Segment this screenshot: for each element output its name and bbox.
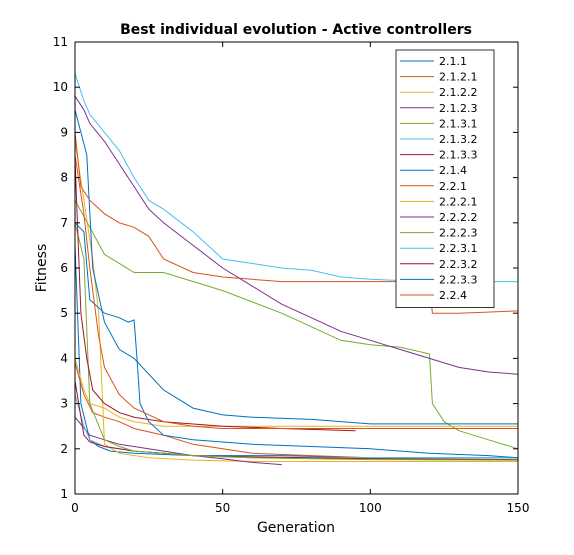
y-tick-label: 1 (60, 487, 68, 501)
series-line-2-2-3-1 (74, 73, 518, 283)
legend-label: 2.1.2.1 (439, 71, 477, 84)
legend-label: 2.2.1 (439, 180, 467, 193)
y-tick-label: 7 (60, 216, 68, 230)
legend-label: 2.1.4 (439, 164, 467, 177)
y-tick-label: 10 (53, 80, 68, 94)
legend-label: 2.1.1 (439, 55, 467, 68)
series-line-2-2-4 (74, 154, 518, 429)
legend-label: 2.2.3.3 (439, 273, 477, 286)
y-tick-label: 2 (60, 442, 68, 456)
series-line-2-1-1 (74, 245, 518, 459)
legend-label: 2.2.2.2 (439, 211, 477, 224)
y-tick-label: 11 (53, 35, 68, 49)
x-tick-label: 100 (359, 501, 382, 515)
x-tick-label: 0 (71, 501, 79, 515)
series-line-2-2-2-1 (74, 358, 518, 427)
y-tick-label: 8 (60, 171, 68, 185)
legend-label: 2.1.3.2 (439, 133, 477, 146)
legend-label: 2.2.3.1 (439, 242, 477, 255)
series-line-2-2-3-2 (74, 159, 356, 432)
legend-label: 2.1.3.1 (439, 117, 477, 130)
legend-label: 2.1.2.3 (439, 102, 477, 115)
series-line-2-1-4 (74, 109, 518, 425)
legend-label: 2.2.4 (439, 289, 467, 302)
y-tick-label: 9 (60, 125, 68, 139)
y-axis-label: Fitness (34, 244, 50, 293)
y-tick-label: 4 (60, 351, 68, 365)
legend-label: 2.2.3.2 (439, 258, 477, 271)
y-tick-label: 5 (60, 306, 68, 320)
x-tick-label: 50 (215, 501, 230, 515)
legend-label: 2.2.2.3 (439, 227, 477, 240)
y-tick-label: 3 (60, 397, 68, 411)
x-axis-label: Generation (257, 520, 335, 536)
series-line-2-1-2-1 (74, 362, 371, 459)
legend-box (395, 49, 495, 309)
chart-title: Best individual evolution - Active contr… (120, 22, 472, 38)
y-tick-label: 6 (60, 261, 68, 275)
legend-label: 2.1.3.3 (439, 149, 477, 162)
legend: 2.1.1 2.1.2.1 2.1.2.2 2.1.2.3 2.1.3.1 2.1.3.2… (395, 49, 495, 309)
axes: 0 50 100 150 1 2 3 4 5 6 7 8 9 10 11 (53, 35, 530, 515)
legend-label: 2.2.2.1 (439, 195, 477, 208)
legend-label: 2.1.2.2 (439, 86, 477, 99)
plot-area (74, 73, 519, 466)
series-line-2-2-2-3 (74, 222, 519, 461)
series-line-2-1-2-3 (74, 416, 282, 466)
series-line-2-2-2-2 (74, 95, 519, 375)
x-tick-label: 150 (507, 501, 530, 515)
